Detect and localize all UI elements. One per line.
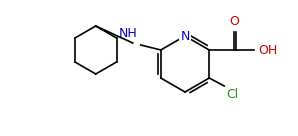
Text: Cl: Cl bbox=[226, 88, 238, 101]
Text: O: O bbox=[229, 15, 239, 28]
Text: NH: NH bbox=[119, 27, 138, 40]
Text: N: N bbox=[180, 30, 190, 42]
Text: OH: OH bbox=[258, 44, 277, 56]
